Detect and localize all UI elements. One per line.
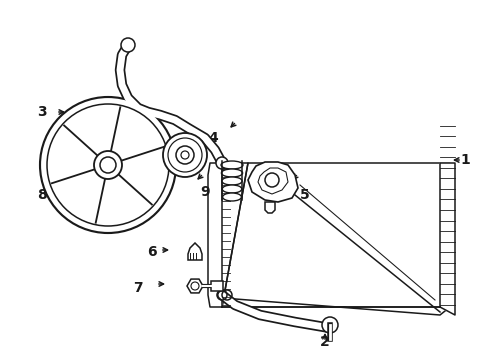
- Text: 1: 1: [460, 153, 470, 167]
- Text: 2: 2: [320, 335, 330, 349]
- Text: 7: 7: [133, 281, 143, 295]
- Polygon shape: [208, 163, 222, 307]
- Polygon shape: [265, 202, 275, 213]
- Circle shape: [265, 173, 279, 187]
- Polygon shape: [188, 243, 202, 260]
- Circle shape: [191, 282, 199, 290]
- Circle shape: [100, 157, 116, 173]
- Circle shape: [94, 151, 122, 179]
- Ellipse shape: [221, 169, 243, 177]
- Ellipse shape: [221, 161, 243, 169]
- Circle shape: [163, 133, 207, 177]
- Text: 9: 9: [200, 185, 210, 199]
- Ellipse shape: [222, 193, 242, 201]
- Polygon shape: [187, 279, 203, 293]
- Text: 8: 8: [37, 188, 47, 202]
- Polygon shape: [210, 297, 450, 315]
- Polygon shape: [258, 168, 288, 194]
- Polygon shape: [248, 162, 298, 202]
- Circle shape: [176, 146, 194, 164]
- Circle shape: [40, 97, 176, 233]
- Polygon shape: [210, 163, 248, 307]
- Circle shape: [216, 157, 228, 169]
- Text: 4: 4: [208, 131, 218, 145]
- Ellipse shape: [222, 185, 242, 193]
- Text: 6: 6: [147, 245, 157, 259]
- Text: 5: 5: [300, 188, 310, 202]
- Bar: [211, 281, 223, 291]
- Text: 3: 3: [37, 105, 47, 119]
- Ellipse shape: [222, 177, 242, 185]
- Circle shape: [322, 317, 338, 333]
- Polygon shape: [440, 163, 455, 315]
- Circle shape: [121, 38, 135, 52]
- Polygon shape: [222, 163, 450, 307]
